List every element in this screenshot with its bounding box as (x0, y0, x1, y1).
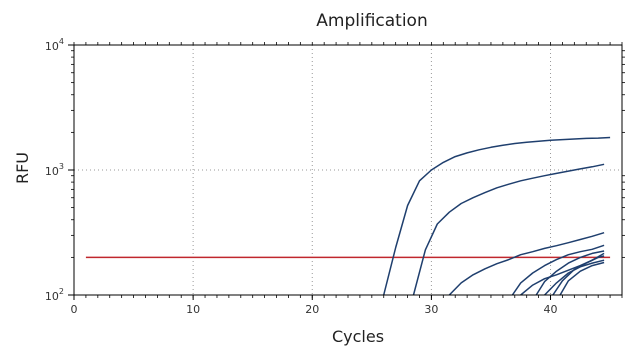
y-tick-label: 104 (45, 37, 64, 53)
amplification-curve (559, 261, 605, 295)
y-tick-label: 102 (45, 287, 64, 303)
amplification-curve (520, 252, 605, 295)
x-tick-label: 0 (71, 303, 78, 316)
axis-ticks: 0 10 20 30 40 102 103 104 (45, 37, 625, 316)
x-axis-label: Cycles (332, 327, 384, 346)
amplification-curve (412, 163, 605, 295)
x-tick-label: 30 (424, 303, 438, 316)
amplification-curve (382, 136, 611, 295)
x-tick-label: 10 (186, 303, 200, 316)
amplification-curve (511, 244, 605, 295)
amplification-curve (535, 250, 605, 295)
amplification-curve (448, 231, 605, 295)
y-tick-label: 103 (45, 162, 64, 178)
chart-title: Amplification (316, 11, 427, 31)
amplification-curve (552, 255, 605, 295)
x-tick-label: 40 (544, 303, 558, 316)
y-axis-label: RFU (13, 152, 32, 184)
plot-area (85, 136, 611, 295)
x-tick-label: 20 (305, 303, 319, 316)
